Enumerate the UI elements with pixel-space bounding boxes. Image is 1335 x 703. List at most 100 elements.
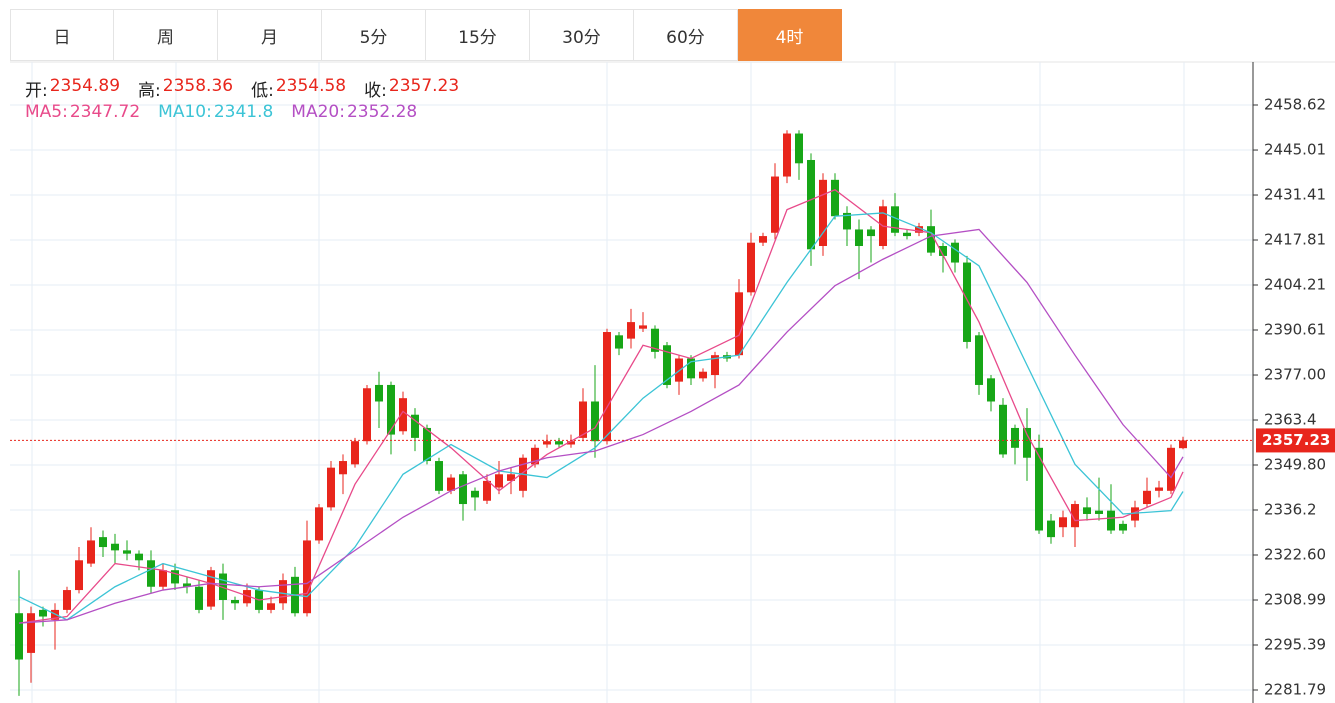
candle-body — [291, 576, 299, 614]
candle-body — [435, 461, 443, 491]
y-tick-label: 2363.4 — [1264, 411, 1317, 429]
candle-body — [903, 232, 911, 237]
candle-body — [1047, 520, 1055, 538]
candle-body — [219, 573, 227, 600]
candle-body — [459, 474, 467, 505]
ma-value: 2347.72 — [69, 102, 141, 122]
candle-body — [63, 590, 71, 610]
candle-body — [915, 226, 923, 233]
tab[interactable]: 日 — [10, 9, 114, 61]
candle-body — [783, 133, 791, 177]
candle-body — [771, 176, 779, 233]
candle-body — [1179, 440, 1187, 449]
tab[interactable]: 15分 — [426, 9, 530, 61]
candle-body — [279, 580, 287, 604]
candle-body — [303, 540, 311, 614]
candle-body — [183, 583, 191, 587]
candle-body — [807, 159, 815, 250]
y-tick-label: 2404.21 — [1264, 276, 1326, 294]
ma-line — [18, 212, 1184, 621]
info-value: 2357.23 — [388, 76, 460, 96]
info-value: 2354.89 — [49, 76, 121, 96]
candle-body — [447, 477, 455, 491]
candle-body — [111, 543, 119, 551]
y-tick-label: 2458.62 — [1264, 96, 1326, 114]
candle-body — [1035, 447, 1043, 531]
candle-body — [1095, 510, 1103, 514]
candle-body — [1023, 427, 1031, 458]
candle-body — [375, 384, 383, 402]
candle-body — [999, 404, 1007, 455]
last-price-label: 2357.23 — [1262, 431, 1330, 449]
tab[interactable]: 4时 — [738, 9, 842, 61]
y-tick-label: 2322.60 — [1264, 545, 1326, 563]
candle-body — [759, 236, 767, 243]
candle-body — [1143, 490, 1151, 505]
candle-body — [351, 441, 359, 465]
candle-body — [411, 414, 419, 438]
info-label: 收: — [364, 81, 387, 101]
candle-body — [483, 480, 491, 501]
candle-body — [975, 335, 983, 385]
info-label: 开: — [25, 81, 48, 101]
y-tick-label: 2390.61 — [1264, 320, 1326, 338]
candle-body — [939, 246, 947, 256]
candle-body — [123, 550, 131, 554]
candle-body — [747, 242, 755, 293]
candle-body — [159, 570, 167, 587]
candle-body — [195, 586, 203, 610]
candle-body — [531, 447, 539, 465]
tab[interactable]: 30分 — [530, 9, 634, 61]
candle-body — [51, 609, 59, 620]
candle-body — [879, 206, 887, 247]
ma-line — [18, 228, 1184, 624]
candle-body — [1155, 487, 1163, 491]
ma-label: MA5: — [25, 102, 68, 122]
candle-body — [639, 325, 647, 329]
candle-body — [1011, 427, 1019, 448]
candle-body — [87, 540, 95, 564]
candle-body — [75, 560, 83, 591]
candle-body — [327, 467, 335, 508]
ma-value: 2341.8 — [213, 102, 274, 122]
y-tick-label: 2349.80 — [1264, 456, 1326, 474]
candle-body — [15, 613, 23, 660]
candle-body — [1119, 523, 1127, 531]
candle-body — [147, 560, 155, 587]
candle-body — [207, 570, 215, 607]
tab[interactable]: 周 — [114, 9, 218, 61]
candle-body — [495, 474, 503, 488]
candle-body — [855, 229, 863, 247]
candle-body — [843, 212, 851, 230]
candle-body — [99, 537, 107, 548]
last-price-tag — [1256, 428, 1335, 453]
ma-line — [18, 189, 1184, 624]
candle-body — [519, 457, 527, 491]
info-value: 2358.36 — [162, 76, 234, 96]
candle-body — [555, 441, 563, 445]
candle-body — [723, 355, 731, 359]
y-tick-label: 2281.79 — [1264, 680, 1326, 698]
y-tick-label: 2445.01 — [1264, 141, 1326, 159]
candle-body — [831, 179, 839, 217]
tab[interactable]: 5分 — [322, 9, 426, 61]
info-label: 低: — [251, 81, 274, 101]
ma-label: MA20: — [291, 102, 345, 122]
candle-body — [399, 398, 407, 432]
candle-body — [963, 262, 971, 342]
candle-body — [171, 570, 179, 584]
candle-body — [699, 371, 707, 379]
candle-body — [867, 229, 875, 237]
y-tick-label: 2308.99 — [1264, 591, 1326, 609]
candle-body — [687, 358, 695, 379]
info-label: 高: — [138, 81, 161, 101]
candle-body — [675, 358, 683, 382]
candle-body — [711, 355, 719, 376]
tab[interactable]: 60分 — [634, 9, 738, 61]
candle-body — [1071, 504, 1079, 528]
candle-body — [255, 590, 263, 610]
ma-info: MA5: 2347.72 MA10: 2341.8 MA20: 2352.28 — [25, 102, 435, 122]
tab[interactable]: 月 — [218, 9, 322, 61]
candle-body — [1107, 510, 1115, 531]
